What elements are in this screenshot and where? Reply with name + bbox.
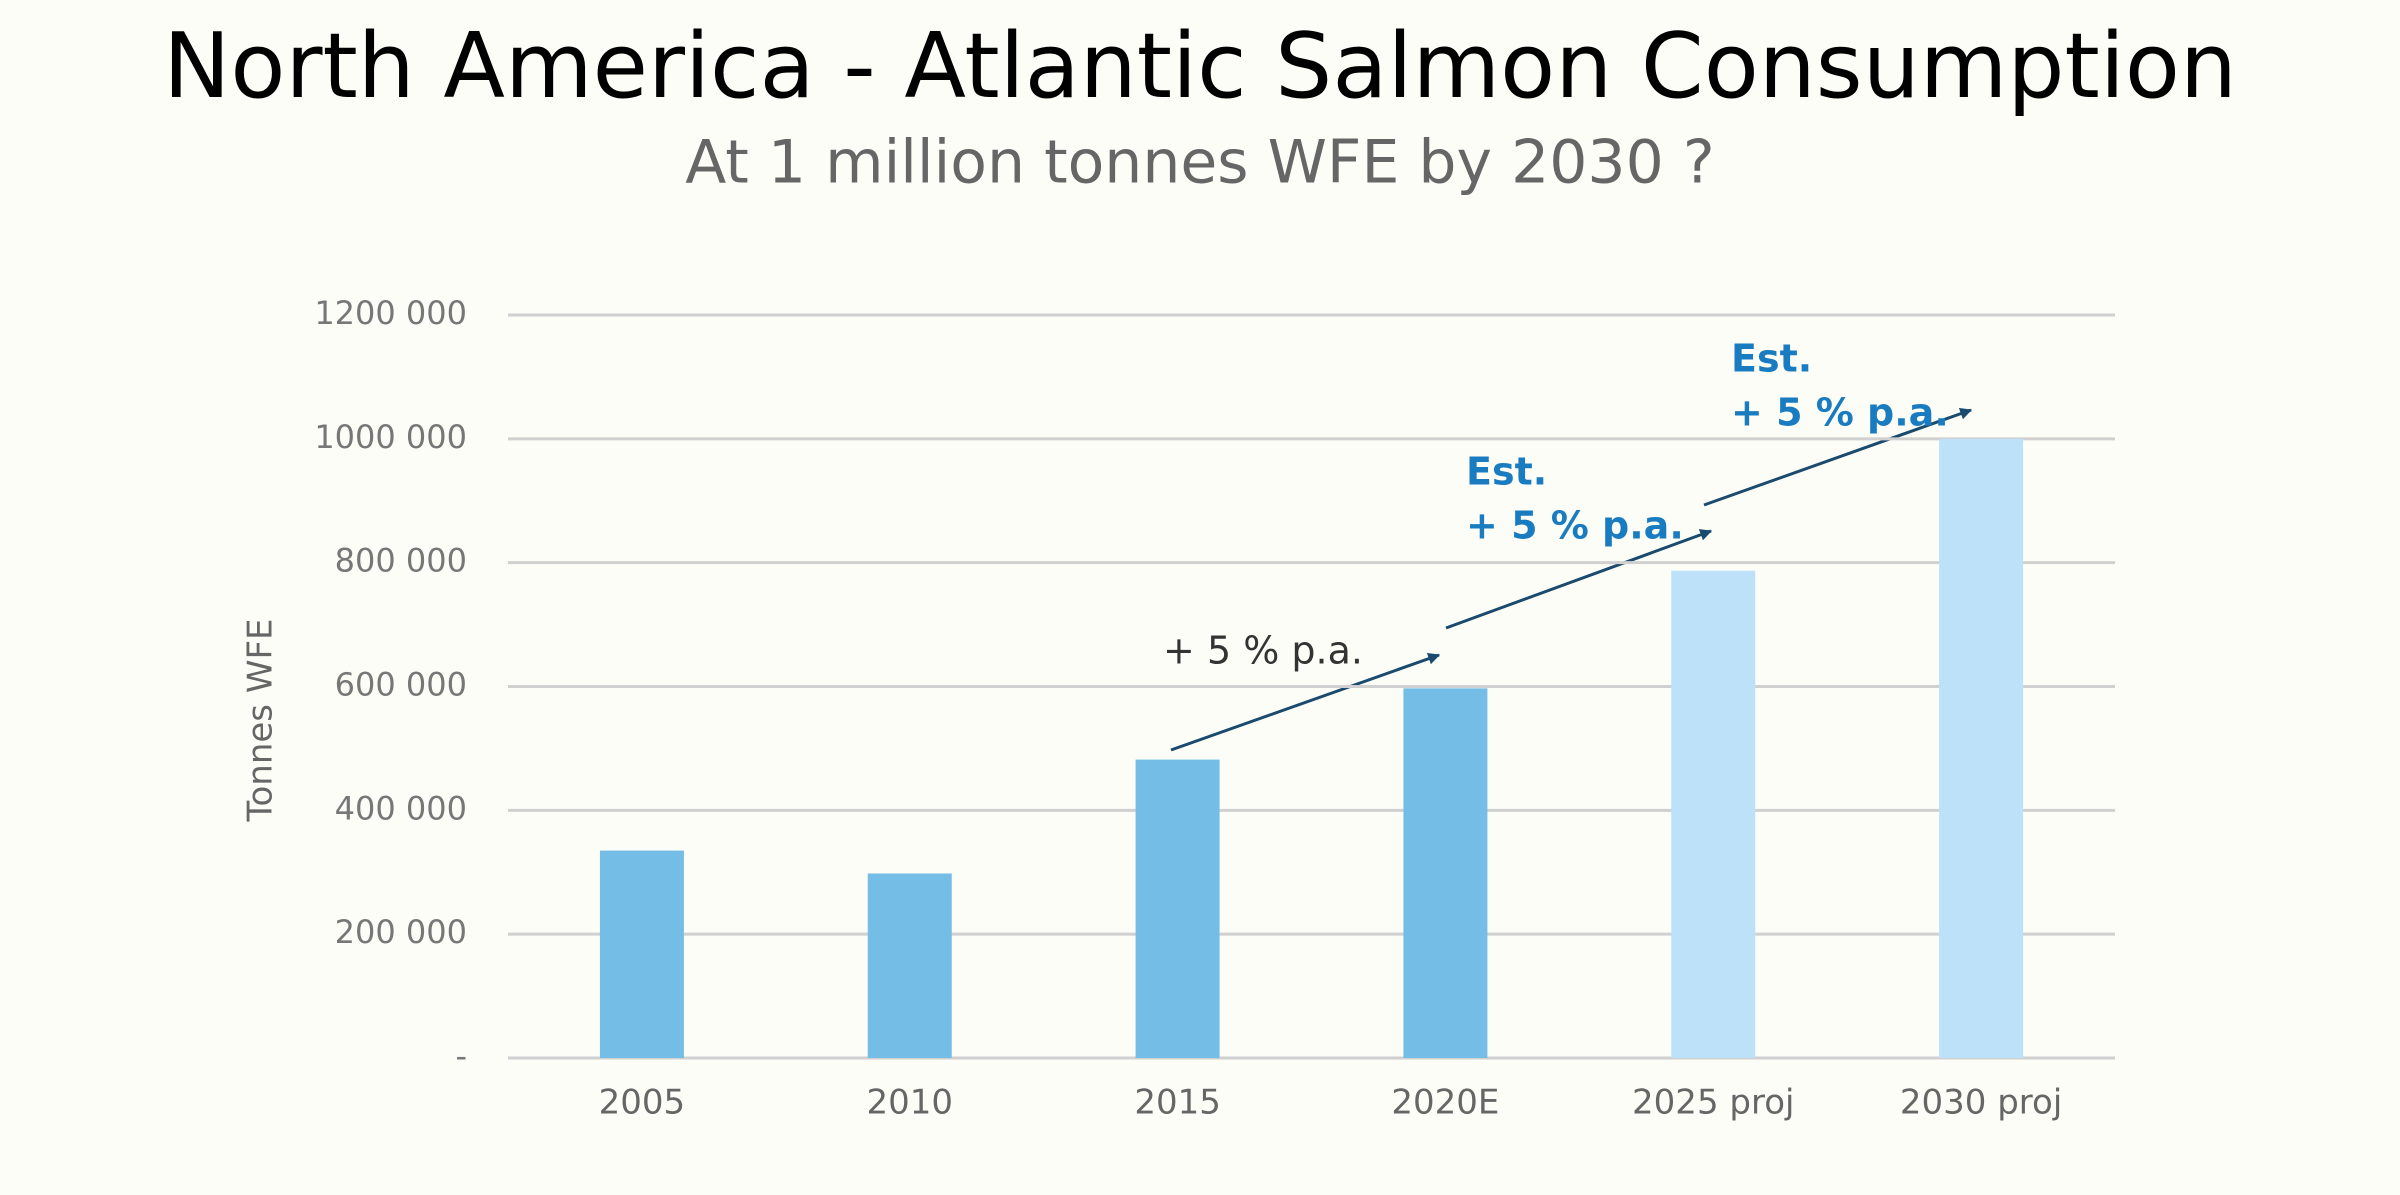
chart-title: North America - Atlantic Salmon Consumpt… bbox=[163, 14, 2237, 119]
bar bbox=[1939, 438, 2024, 1058]
y-tick-label: 1000 000 bbox=[314, 418, 467, 456]
arrow bbox=[1445, 529, 1713, 630]
chart-subtitle: At 1 million tonnes WFE by 2030 ? bbox=[685, 128, 1714, 198]
y-tick-label: 800 000 bbox=[335, 542, 467, 580]
arrow bbox=[1703, 407, 1973, 507]
bar bbox=[1671, 570, 1756, 1058]
bar bbox=[1135, 759, 1220, 1058]
y-axis-label: Tonnes WFE bbox=[241, 619, 281, 823]
y-tick-label: 1200 000 bbox=[314, 294, 467, 332]
annotation: + 5 % p.a. bbox=[1731, 391, 1949, 435]
bar bbox=[599, 850, 684, 1058]
annotation: Est. bbox=[1466, 450, 1547, 494]
x-tick-label: 2005 bbox=[599, 1083, 686, 1123]
x-tick-label: 2010 bbox=[866, 1083, 953, 1123]
arrow bbox=[1170, 652, 1441, 752]
x-tick-label: 2030 proj bbox=[1900, 1083, 2062, 1123]
y-tick-label: 400 000 bbox=[335, 789, 467, 827]
annotation: Est. bbox=[1731, 337, 1812, 381]
x-tick-label: 2020E bbox=[1391, 1083, 1499, 1123]
y-tick-label: - bbox=[455, 1037, 467, 1075]
annotation: + 5 % p.a. bbox=[1466, 504, 1684, 548]
x-tick-label: 2015 bbox=[1134, 1083, 1221, 1123]
x-tick-label: 2025 proj bbox=[1632, 1083, 1794, 1123]
annotation: + 5 % p.a. bbox=[1163, 629, 1363, 673]
y-tick-label: 200 000 bbox=[335, 913, 467, 951]
bar bbox=[1403, 688, 1488, 1058]
bar bbox=[867, 873, 952, 1058]
y-tick-label: 600 000 bbox=[335, 666, 467, 704]
arrows bbox=[1170, 407, 1973, 752]
